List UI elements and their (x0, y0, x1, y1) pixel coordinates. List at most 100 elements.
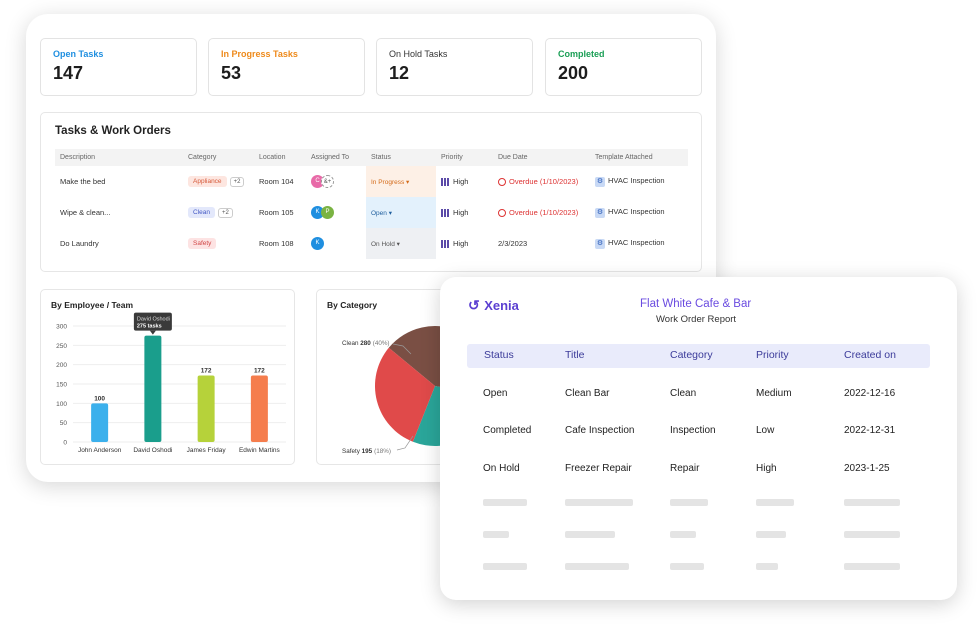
report-cell: 2022-12-31 (844, 425, 896, 436)
report-cell: High (756, 463, 777, 474)
table-header-row: Description Category Location Assigned T… (55, 149, 688, 166)
overdue-clock-icon (498, 178, 506, 186)
employee-chart-title: By Employee / Team (51, 300, 134, 310)
category-chart-title: By Category (327, 300, 378, 310)
y-tick-label: 0 (63, 440, 67, 447)
report-col-title: Title (565, 349, 585, 361)
report-cell: Repair (670, 463, 700, 474)
due-date-label: Overdue (1/10/2023) (509, 207, 579, 217)
report-cell: Freezer Repair (565, 463, 632, 474)
due-date-label: Overdue (1/10/2023) (509, 176, 579, 186)
task-category: Clean +2 (183, 197, 254, 228)
pie-label-pct: (18%) (374, 448, 391, 455)
priority-label: High (453, 176, 469, 186)
add-assignee-icon[interactable]: &+ (321, 175, 334, 188)
task-assignees: C &+ (306, 166, 366, 197)
col-status: Status (366, 149, 436, 166)
report-cell: On Hold (483, 463, 520, 474)
status-dropdown[interactable]: On Hold ▾ (366, 228, 436, 259)
stat-label: On Hold Tasks (389, 49, 448, 59)
skeleton-bar (670, 499, 708, 506)
skeleton-bar (756, 563, 778, 570)
x-tick-label: James Friday (187, 447, 227, 454)
skeleton-bar (670, 563, 704, 570)
avatar[interactable]: C (311, 175, 324, 188)
task-description: Make the bed (60, 177, 106, 186)
bar (197, 375, 215, 442)
stat-in-progress-tasks[interactable]: In Progress Tasks 53 (208, 38, 365, 96)
employee-chart-card: By Employee / Team 0 50 100 150 200 250 300 100… (40, 289, 295, 465)
pie-slice-clean (388, 326, 445, 388)
table-row[interactable]: Do Laundry Safety Room 108 K On Hold ▾ H… (55, 228, 688, 259)
xenia-logo: ↺ Xenia (468, 297, 519, 315)
task-location: Room 105 (259, 208, 294, 217)
skeleton-bar (670, 531, 696, 538)
bar (250, 375, 268, 442)
stat-open-tasks[interactable]: Open Tasks 147 (40, 38, 197, 96)
status-dropdown[interactable]: In Progress ▾ (366, 166, 436, 197)
bar-data-label: 172 (201, 367, 212, 374)
y-tick-label: 150 (56, 382, 67, 389)
template-icon: ⚙ (595, 176, 605, 187)
x-tick-label: Edwin Martins (239, 447, 281, 454)
priority-bars-icon (441, 178, 449, 186)
stat-value: 53 (221, 63, 242, 83)
task-due-date: 2/3/2023 (498, 239, 528, 248)
task-template[interactable]: ⚙ HVAC Inspection (590, 166, 688, 197)
col-due-date: Due Date (493, 149, 590, 166)
col-location: Location (254, 149, 306, 166)
task-due-date: Overdue (1/10/2023) (493, 166, 590, 197)
skeleton-bar (756, 531, 786, 538)
employee-bar-chart: 0 50 100 150 200 250 300 100 John Anderson David … (56, 312, 286, 454)
stat-value: 12 (389, 63, 410, 83)
report-cell: Open (483, 388, 508, 399)
report-cell: 2023-1-25 (844, 463, 890, 474)
task-priority: High (436, 228, 493, 259)
more-tags-badge[interactable]: +2 (229, 177, 245, 187)
col-priority: Priority (436, 149, 493, 166)
y-tick-label: 250 (56, 343, 67, 350)
task-priority: High (436, 166, 493, 197)
report-cell: Cafe Inspection (565, 425, 635, 436)
stat-on-hold-tasks[interactable]: On Hold Tasks 12 (376, 38, 533, 96)
stat-label: In Progress Tasks (221, 49, 298, 59)
y-tick-label: 300 (56, 324, 67, 331)
report-cell: Medium (756, 388, 792, 399)
category-tag[interactable]: Safety (188, 238, 217, 249)
category-tag[interactable]: Clean (188, 207, 215, 218)
report-title: Flat White Cafe & Bar (640, 298, 752, 310)
task-template[interactable]: ⚙ HVAC Inspection (590, 197, 688, 228)
pie-leader-line (396, 435, 414, 451)
pie-label-safety: Safety 195 (18%) (342, 448, 391, 455)
report-cell: Completed (483, 425, 532, 436)
avatar[interactable]: K (311, 206, 324, 219)
priority-label: High (453, 238, 469, 248)
skeleton-bar (483, 499, 527, 506)
pie-label-clean: Clean 280 (40%) (342, 340, 390, 347)
task-template[interactable]: ⚙ HVAC Inspection (590, 228, 688, 259)
col-category: Category (183, 149, 254, 166)
tooltip-box (133, 312, 172, 331)
task-category: Safety (183, 228, 254, 259)
stat-completed[interactable]: Completed 200 (545, 38, 702, 96)
category-tag[interactable]: Appliance (188, 176, 227, 187)
bar (91, 403, 109, 442)
skeleton-bar (844, 499, 900, 506)
skeleton-bar (483, 563, 527, 570)
more-tags-badge[interactable]: +2 (217, 208, 233, 218)
brand-name: Xenia (484, 298, 519, 313)
avatar[interactable]: K (311, 237, 324, 250)
task-location: Room 104 (259, 177, 294, 186)
table-row[interactable]: Make the bed Appliance +2 Room 104 C &+ In… (55, 166, 688, 197)
work-order-report-panel: ↺ Xenia Flat White Cafe & Bar Work Order… (440, 277, 957, 600)
y-tick-label: 50 (60, 420, 68, 427)
x-tick-label: David Oshodi (133, 447, 172, 454)
report-cell: Clean (670, 388, 697, 399)
tasks-title: Tasks & Work Orders (55, 125, 171, 137)
avatar[interactable]: P (321, 206, 334, 219)
status-dropdown[interactable]: Open ▾ (366, 197, 436, 228)
report-col-category: Category (670, 349, 713, 361)
dashboard-panel: Open Tasks 147 In Progress Tasks 53 On H… (26, 14, 716, 482)
report-cell: 2022-12-16 (844, 388, 896, 399)
